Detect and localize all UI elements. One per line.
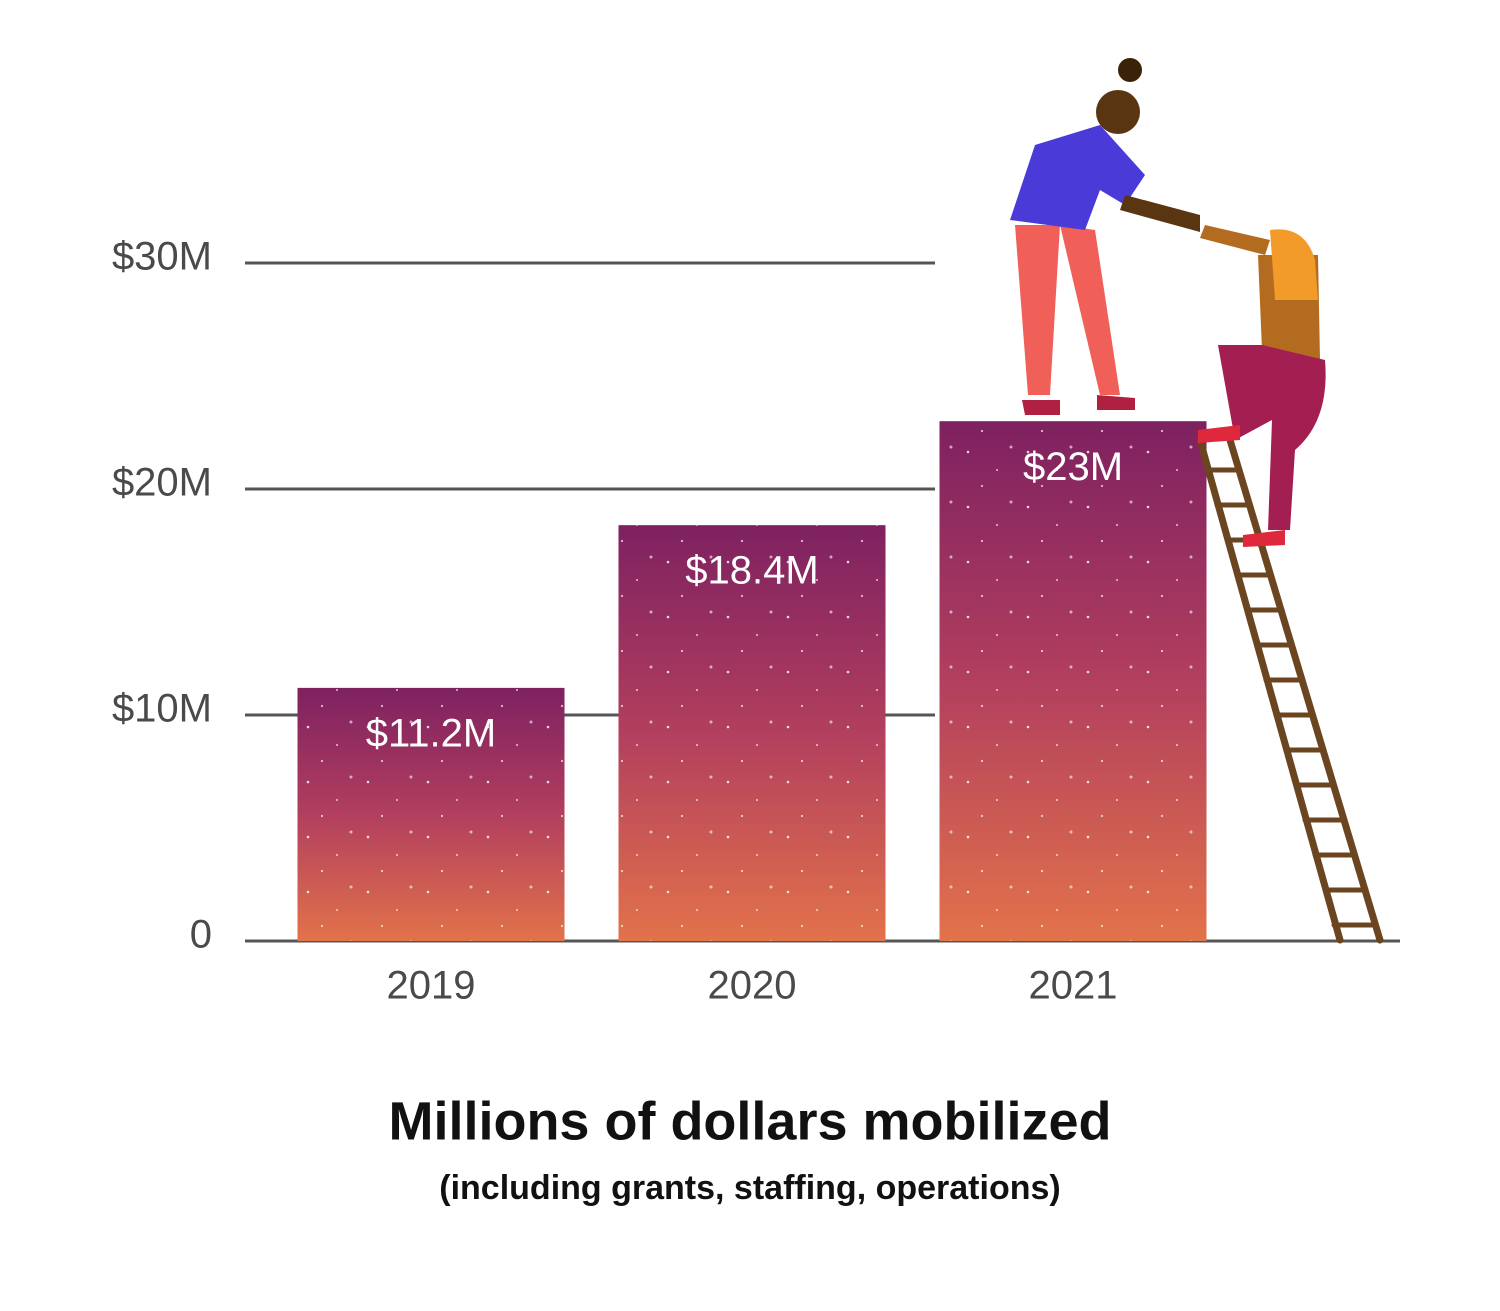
bar-texture bbox=[939, 421, 1207, 941]
x-tick-label: 2019 bbox=[387, 964, 476, 1008]
y-tick-label: 0 bbox=[190, 913, 212, 957]
x-tick-label: 2021 bbox=[1029, 964, 1118, 1008]
bar-texture bbox=[618, 525, 886, 941]
x-tick-label: 2020 bbox=[708, 964, 797, 1008]
value-label: $23M bbox=[1023, 445, 1123, 489]
value-label: $18.4M bbox=[685, 549, 818, 593]
value-label: $11.2M bbox=[366, 711, 496, 755]
figure-climbing bbox=[1198, 225, 1326, 547]
chart-subtitle: (including grants, staffing, operations) bbox=[439, 1169, 1060, 1207]
bar-texture bbox=[297, 687, 565, 941]
figure-standing bbox=[1010, 58, 1200, 415]
y-tick-label: $30M bbox=[112, 235, 212, 279]
ladder bbox=[1196, 436, 1384, 944]
y-tick-label: $20M bbox=[112, 461, 212, 505]
bars bbox=[297, 421, 1207, 941]
labels: 0 $10M $20M $30M 2019 $11.2M 2020 $18.4M 2021 $23… bbox=[112, 235, 1123, 1008]
chart-title: Millions of dollars mobilized bbox=[388, 1091, 1111, 1151]
y-tick-label: $10M bbox=[112, 687, 212, 731]
